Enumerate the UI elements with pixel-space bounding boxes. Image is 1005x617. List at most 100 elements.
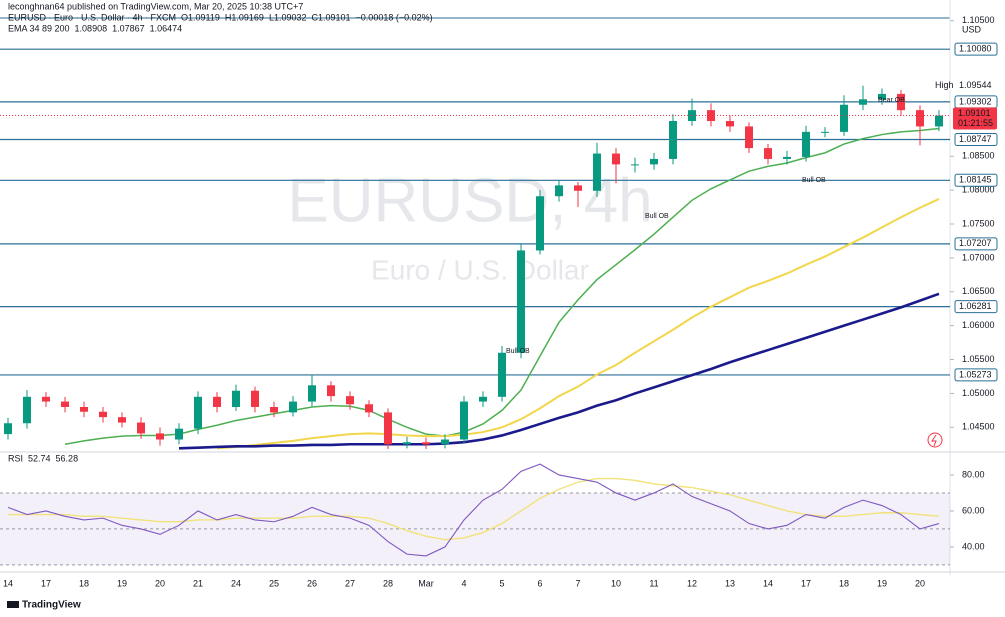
candle-body — [4, 423, 12, 435]
x-tick-label: 20 — [155, 578, 165, 588]
level-label-box — [954, 173, 998, 187]
level-label-box — [954, 368, 998, 382]
candle-body — [42, 396, 50, 402]
level-label: 1.08747 — [959, 134, 992, 144]
candle-body — [308, 385, 316, 402]
y-tick-label: 1.10500 — [962, 15, 995, 25]
y-tick-label: 1.06500 — [962, 286, 995, 296]
x-tick-label: 26 — [307, 578, 317, 588]
x-tick-label: 25 — [269, 578, 279, 588]
candle-body — [536, 196, 544, 251]
rsi-title: RSI — [8, 453, 23, 463]
x-tick-label: 7 — [575, 578, 580, 588]
x-tick-label: Mar — [418, 578, 434, 588]
annotation: Bull OB — [802, 177, 826, 184]
annotation: Bear OB — [878, 97, 905, 104]
rsi-value: 52.74 — [28, 453, 51, 463]
last-price-label: 1.09101 — [958, 108, 991, 118]
y-tick-label: 1.06000 — [962, 320, 995, 330]
candle-body — [897, 93, 905, 111]
candle-body — [194, 396, 202, 429]
y-tick-label: 1.04500 — [962, 422, 995, 432]
x-tick-label: 6 — [537, 578, 542, 588]
x-tick-label: 17 — [801, 578, 811, 588]
level-label: 1.05273 — [959, 369, 992, 379]
y-tick-label: 1.07000 — [962, 252, 995, 262]
level-label-box — [954, 237, 998, 251]
candle-body — [935, 115, 943, 127]
candle-body — [460, 401, 468, 440]
rsi-line — [7, 463, 940, 557]
high-value: 1.09544 — [959, 80, 992, 90]
candle-body — [688, 110, 696, 122]
candle-body — [232, 390, 240, 407]
high-box — [955, 79, 997, 92]
level-label: 1.07207 — [959, 238, 992, 248]
x-tick-label: 12 — [687, 578, 697, 588]
last-price-box — [953, 107, 997, 130]
candle-body — [574, 185, 582, 191]
candle-body — [289, 401, 297, 413]
x-tick-label: 19 — [877, 578, 887, 588]
level-label-box — [954, 300, 998, 314]
candle-body — [764, 148, 772, 159]
currency: USD — [962, 24, 982, 34]
candle-body — [726, 121, 734, 127]
candle-body — [517, 250, 525, 353]
candle-body — [175, 428, 183, 440]
candle-body — [555, 185, 563, 197]
candle-body — [878, 93, 886, 100]
candle-body — [23, 396, 31, 424]
ohlc-value: O1.09119 — [181, 12, 220, 22]
x-tick-label: 10 — [611, 578, 621, 588]
y-tick-label: 1.08000 — [962, 185, 995, 195]
candle-body — [650, 158, 658, 165]
ohlc-value: L1.09032 — [269, 12, 307, 22]
x-tick-label: 18 — [839, 578, 849, 588]
x-tick-label: 24 — [231, 578, 241, 588]
indicator-value: 1.08908 — [75, 23, 108, 33]
countdown: 01:21:55 — [958, 118, 993, 128]
change: −0.00018 (−0.02%) — [356, 12, 433, 22]
candle-body — [80, 406, 88, 412]
y-tick-label: 1.07500 — [962, 218, 995, 228]
y-tick-label: 1.05000 — [962, 388, 995, 398]
annotation: Bull OB — [506, 348, 530, 355]
level-label: 1.08145 — [959, 175, 992, 185]
x-tick-label: 18 — [79, 578, 89, 588]
candle-body — [821, 131, 829, 133]
level-label: 1.06281 — [959, 301, 992, 311]
y-tick-label: 1.08500 — [962, 151, 995, 161]
candle-body — [251, 390, 259, 407]
level-label-box — [954, 42, 998, 56]
candle-body — [137, 422, 145, 434]
candle-body — [365, 404, 373, 413]
x-tick-label: 20 — [915, 578, 925, 588]
symbol: EURUSD · Euro · U.S. Dollar · 4h · FXCM — [8, 12, 176, 22]
x-tick-label: 5 — [499, 578, 504, 588]
candle-body — [631, 164, 639, 166]
rsi-y-tick-label: 80.00 — [962, 469, 985, 479]
high-label: High — [935, 80, 954, 90]
level-label-box — [954, 133, 998, 147]
candle-body — [783, 156, 791, 159]
candle-body — [593, 153, 601, 191]
publisher: leconghnan64 published on TradingView.co… — [8, 1, 303, 11]
ema-line — [64, 127, 940, 445]
candle-body — [61, 401, 69, 407]
ohlc-value: H1.09169 — [225, 12, 264, 22]
x-tick-label: 27 — [345, 578, 355, 588]
indicator-value: 1.06474 — [150, 23, 183, 33]
logo — [7, 601, 19, 608]
candle-body — [213, 396, 221, 407]
x-tick-label: 13 — [725, 578, 735, 588]
candle-body — [669, 121, 677, 159]
flash-icon[interactable] — [927, 432, 943, 448]
candle-body — [327, 385, 335, 397]
candle-body — [118, 417, 126, 423]
footer-brand: TradingView — [22, 600, 81, 611]
x-tick-label: 4 — [461, 578, 466, 588]
x-tick-label: 11 — [649, 578, 658, 588]
